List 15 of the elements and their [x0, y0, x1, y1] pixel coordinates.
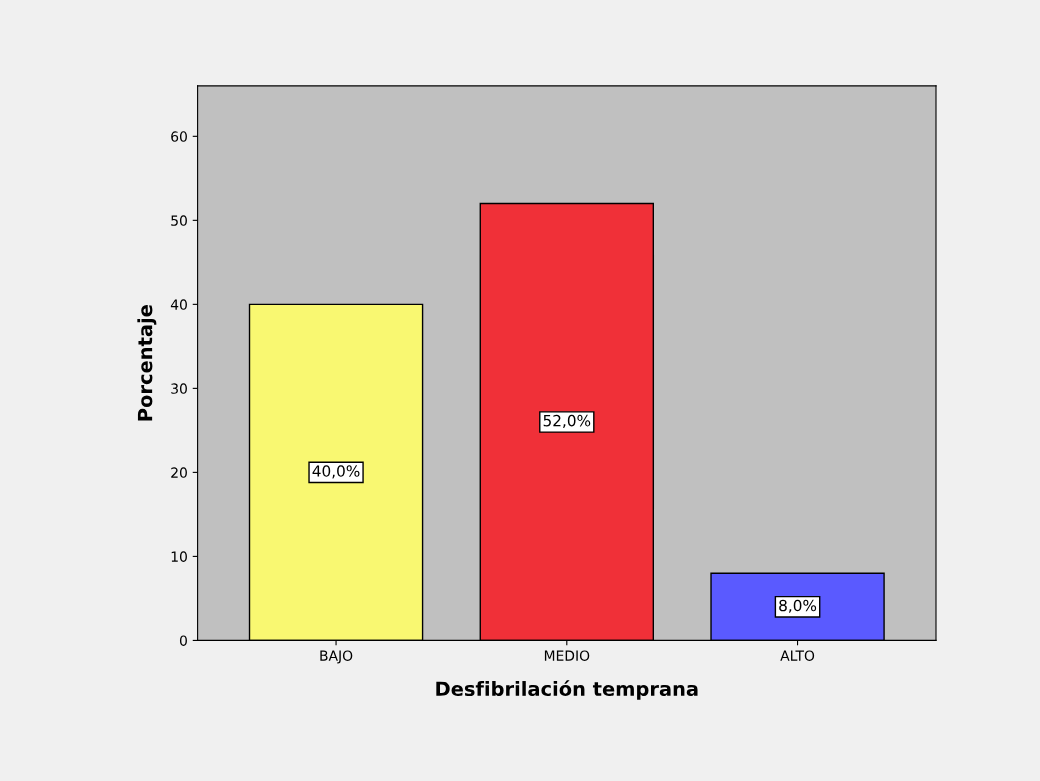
y-tick-label: 10	[171, 551, 187, 562]
y-tick-label: 30	[171, 383, 187, 394]
y-axis-title: Porcentaje	[137, 305, 157, 421]
x-tick-label: MEDIO	[544, 650, 590, 661]
x-tick-label: BAJO	[320, 650, 353, 664]
y-tick-label: 50	[171, 215, 187, 226]
x-tick-label: ALTO	[780, 650, 815, 661]
y-tick-label: 0	[179, 635, 187, 646]
x-axis-title: Desfibrilación temprana	[436, 680, 698, 700]
y-tick-label: 60	[171, 131, 187, 142]
data-label: 52,0%	[543, 414, 591, 428]
y-tick-label: 40	[170, 299, 187, 310]
y-tick-label: 20	[171, 467, 187, 478]
data-label: 40,0%	[312, 465, 360, 479]
data-label: 8,0%	[779, 599, 817, 613]
